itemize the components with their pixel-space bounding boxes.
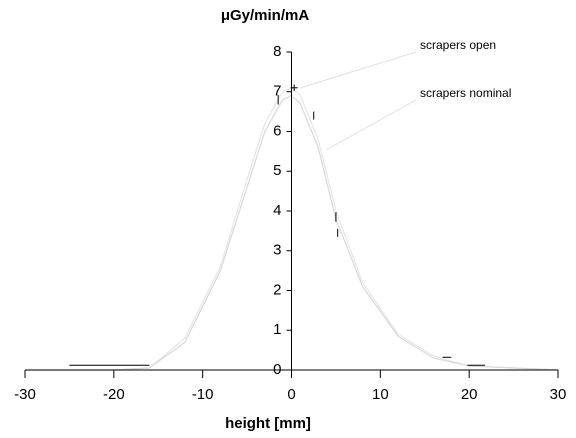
y-tick-label: 6 [273,122,281,139]
y-axis-title: μGy/min/mA [221,7,310,24]
x-tick-label: 20 [461,386,478,403]
leader-line [325,99,417,151]
legend-label: scrapers open [420,38,496,52]
x-tick-label: 0 [287,386,295,403]
y-tick-label: 4 [273,202,281,219]
y-tick-label: 8 [273,43,281,60]
leader-line [299,51,417,89]
y-tick-label: 2 [273,281,281,298]
y-tick-label: 5 [273,162,281,179]
x-tick-label: -30 [14,386,36,403]
y-tick-label: 7 [273,83,281,100]
x-tick-label: -10 [192,386,214,403]
y-tick-label: 1 [273,321,281,338]
x-tick-label: 30 [550,386,567,403]
x-tick-label: 10 [372,386,389,403]
x-tick-label: -20 [103,386,125,403]
x-axis-title: height [mm] [225,415,311,432]
legend-label: scrapers nominal [420,86,511,100]
y-tick-label: 3 [273,242,281,259]
y-tick-label: 0 [273,361,281,378]
